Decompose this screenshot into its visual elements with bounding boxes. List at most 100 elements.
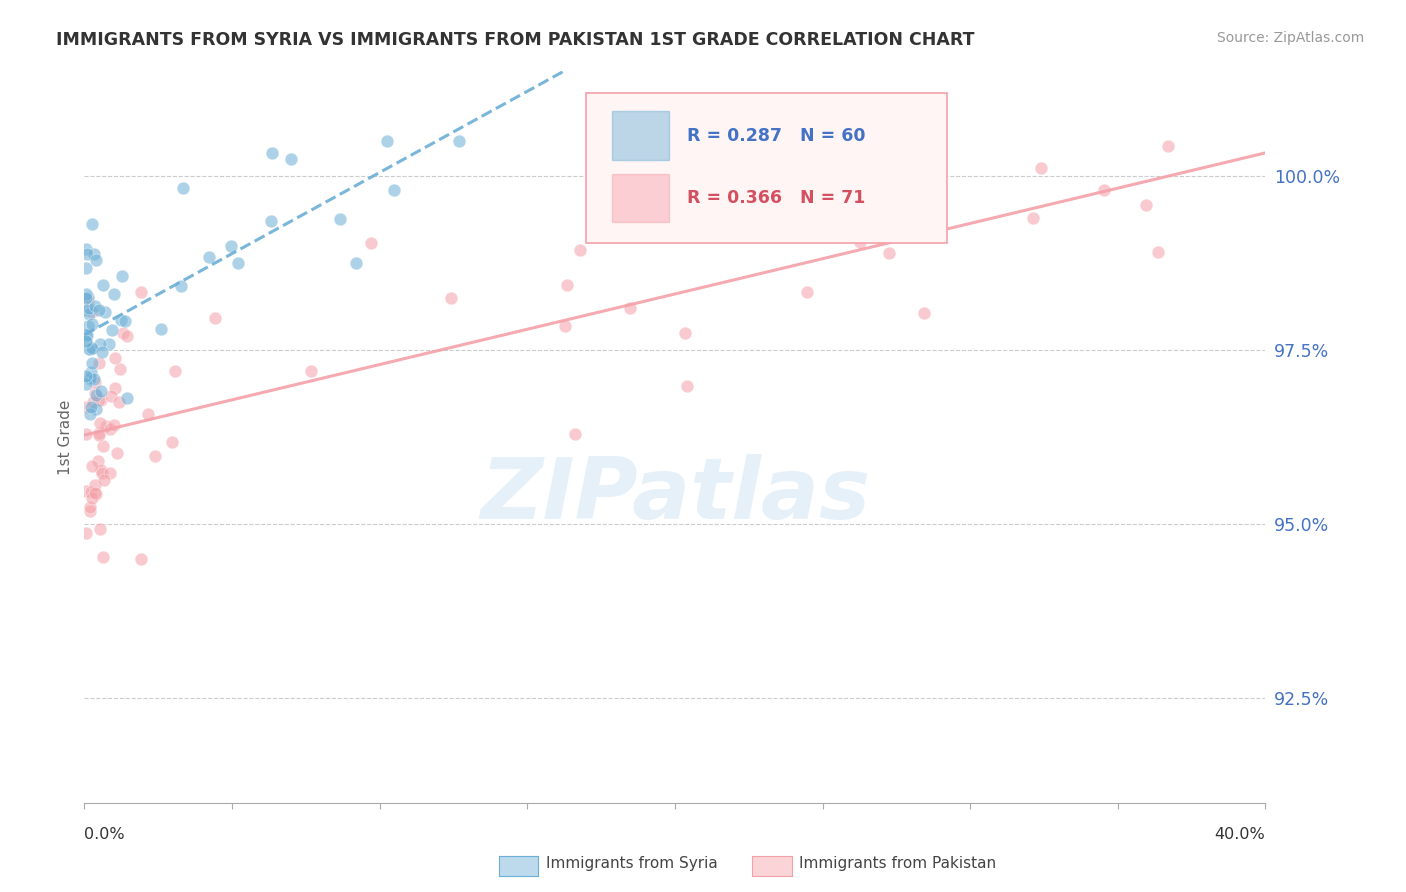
Point bbox=[80, 305, 103, 319]
Point bbox=[98, 422, 121, 436]
Point bbox=[75, 483, 97, 498]
Point bbox=[84, 486, 107, 500]
Point bbox=[796, 285, 818, 299]
Point bbox=[172, 180, 194, 194]
Point bbox=[100, 466, 122, 480]
Point bbox=[108, 362, 131, 376]
Point bbox=[260, 214, 283, 228]
Point bbox=[75, 291, 97, 305]
Point bbox=[84, 385, 107, 400]
Point bbox=[82, 458, 104, 473]
Point bbox=[89, 416, 111, 430]
Point bbox=[1135, 197, 1157, 211]
Point bbox=[77, 307, 100, 321]
Point bbox=[94, 305, 117, 319]
Point bbox=[114, 313, 136, 327]
Point bbox=[105, 446, 128, 460]
Text: ZIPatlas: ZIPatlas bbox=[479, 454, 870, 537]
Point bbox=[75, 334, 97, 349]
Point bbox=[80, 342, 103, 356]
Point bbox=[79, 407, 101, 421]
Point bbox=[160, 434, 183, 449]
Point bbox=[83, 372, 105, 386]
Point bbox=[1146, 245, 1168, 260]
Point bbox=[91, 549, 114, 564]
Point bbox=[75, 525, 97, 540]
Text: 40.0%: 40.0% bbox=[1215, 827, 1265, 842]
Point bbox=[76, 290, 98, 304]
Point bbox=[673, 326, 696, 341]
Point bbox=[82, 395, 104, 409]
Point bbox=[329, 211, 352, 226]
Point bbox=[75, 377, 97, 392]
Point bbox=[554, 319, 576, 334]
Point bbox=[104, 381, 127, 395]
FancyBboxPatch shape bbox=[612, 112, 669, 161]
Point bbox=[97, 336, 120, 351]
Point bbox=[204, 311, 226, 326]
Point bbox=[80, 341, 103, 355]
Point bbox=[110, 313, 132, 327]
FancyBboxPatch shape bbox=[586, 94, 946, 244]
Point bbox=[90, 345, 112, 359]
Point bbox=[90, 393, 112, 408]
Point bbox=[198, 250, 221, 264]
Point bbox=[84, 477, 107, 491]
Text: Immigrants from Pakistan: Immigrants from Pakistan bbox=[799, 856, 995, 871]
Point bbox=[912, 306, 935, 320]
Point bbox=[87, 356, 110, 370]
Point bbox=[87, 302, 110, 317]
Point bbox=[75, 368, 97, 383]
Point bbox=[87, 453, 110, 467]
Point bbox=[849, 235, 872, 249]
Point bbox=[877, 245, 900, 260]
Point bbox=[129, 552, 152, 566]
Point bbox=[87, 428, 110, 442]
Point bbox=[75, 327, 97, 342]
Point bbox=[79, 504, 101, 518]
Point bbox=[80, 356, 103, 370]
Point bbox=[80, 217, 103, 231]
Text: 0.0%: 0.0% bbox=[84, 827, 125, 842]
Point bbox=[79, 371, 101, 385]
Point bbox=[90, 466, 112, 480]
Point bbox=[226, 256, 249, 270]
Point bbox=[115, 391, 138, 405]
Text: IMMIGRANTS FROM SYRIA VS IMMIGRANTS FROM PAKISTAN 1ST GRADE CORRELATION CHART: IMMIGRANTS FROM SYRIA VS IMMIGRANTS FROM… bbox=[56, 31, 974, 49]
Text: Source: ZipAtlas.com: Source: ZipAtlas.com bbox=[1216, 31, 1364, 45]
Point bbox=[1092, 183, 1115, 197]
Point bbox=[89, 522, 111, 536]
Point bbox=[863, 159, 886, 173]
Point bbox=[76, 247, 98, 261]
Point bbox=[84, 252, 107, 267]
Point bbox=[675, 379, 697, 393]
Point bbox=[103, 286, 125, 301]
Point bbox=[77, 342, 100, 356]
Point bbox=[163, 363, 186, 377]
Point bbox=[360, 235, 382, 250]
Point bbox=[1029, 161, 1052, 175]
Point bbox=[84, 375, 107, 389]
Point bbox=[90, 384, 112, 398]
Point bbox=[149, 322, 172, 336]
Point bbox=[108, 394, 131, 409]
Point bbox=[143, 449, 166, 463]
Point bbox=[79, 500, 101, 514]
Point bbox=[440, 291, 463, 305]
Point bbox=[75, 334, 97, 348]
Point bbox=[83, 247, 105, 261]
Point bbox=[75, 242, 97, 256]
Point bbox=[87, 426, 110, 441]
Point bbox=[1157, 139, 1180, 153]
Point bbox=[749, 134, 772, 148]
Point bbox=[94, 418, 117, 433]
Point bbox=[83, 485, 105, 500]
Point bbox=[129, 285, 152, 300]
Point bbox=[384, 183, 406, 197]
Text: R = 0.366   N = 71: R = 0.366 N = 71 bbox=[686, 189, 865, 207]
Point bbox=[564, 426, 586, 441]
Point bbox=[111, 269, 134, 284]
Point bbox=[90, 463, 112, 477]
Point bbox=[75, 427, 97, 442]
Point bbox=[104, 351, 127, 366]
